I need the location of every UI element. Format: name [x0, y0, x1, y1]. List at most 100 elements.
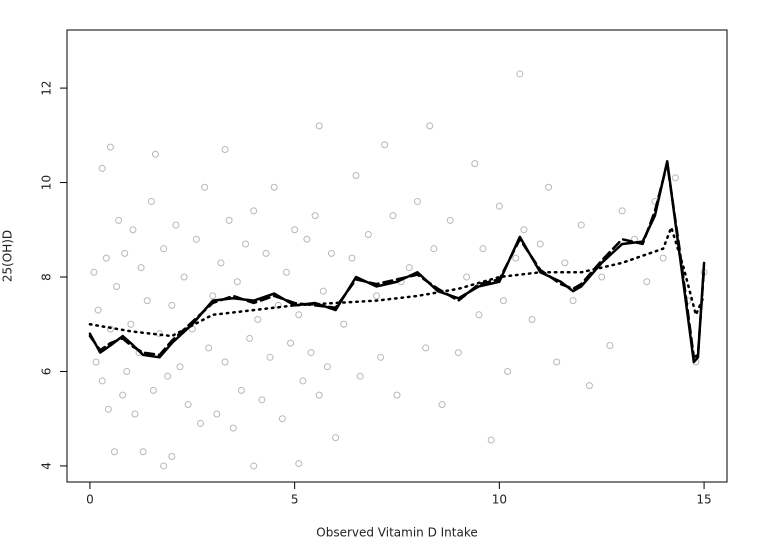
data-point — [340, 320, 348, 328]
data-point — [205, 344, 213, 352]
data-point — [643, 278, 651, 286]
data-point — [98, 377, 106, 385]
data-point — [332, 434, 340, 442]
data-point — [299, 377, 307, 385]
data-point — [454, 349, 462, 357]
data-point — [569, 297, 577, 305]
data-point — [381, 141, 389, 149]
data-point — [295, 460, 303, 468]
data-point — [471, 160, 479, 168]
data-point — [262, 249, 270, 257]
data-point — [364, 231, 372, 239]
data-point — [278, 415, 286, 423]
data-point — [319, 287, 327, 295]
data-point — [307, 349, 315, 357]
data-point — [598, 273, 606, 281]
data-point — [201, 183, 209, 191]
data-point — [102, 254, 110, 262]
data-point — [561, 259, 569, 267]
data-point — [295, 311, 303, 319]
y-tick-label: 12 — [40, 80, 54, 95]
data-point — [389, 212, 397, 220]
data-point — [119, 391, 127, 399]
data-point — [671, 174, 679, 182]
data-point — [282, 268, 290, 276]
data-point — [213, 410, 221, 418]
data-point — [184, 401, 192, 409]
data-point — [192, 235, 200, 243]
data-point — [127, 320, 135, 328]
data-point — [499, 297, 507, 305]
data-point — [115, 216, 123, 224]
x-tick-label: 5 — [291, 493, 299, 507]
data-point — [106, 325, 114, 333]
x-tick-label: 0 — [86, 493, 94, 507]
data-point — [430, 245, 438, 253]
data-point — [254, 316, 262, 324]
data-point — [113, 282, 121, 290]
data-point — [377, 353, 385, 361]
data-point — [176, 363, 184, 371]
data-point — [504, 367, 512, 375]
data-point — [242, 240, 250, 248]
data-point — [196, 419, 204, 427]
data-point — [463, 273, 471, 281]
data-point — [373, 292, 381, 300]
data-point — [160, 462, 168, 470]
data-point — [104, 405, 112, 413]
data-point — [129, 226, 137, 234]
data-point — [250, 462, 258, 470]
x-tick-label: 10 — [492, 493, 507, 507]
data-point — [266, 353, 274, 361]
data-point — [479, 245, 487, 253]
data-point — [413, 197, 421, 205]
plot-frame — [66, 29, 728, 483]
data-point — [422, 344, 430, 352]
data-point — [131, 410, 139, 418]
data-point — [172, 221, 180, 229]
data-point — [137, 264, 145, 272]
data-point — [659, 254, 667, 262]
data-point — [180, 273, 188, 281]
data-point — [217, 259, 225, 267]
data-point — [151, 150, 159, 158]
data-point — [487, 436, 495, 444]
smooth-line — [88, 226, 706, 338]
data-point — [258, 396, 266, 404]
data-point — [246, 334, 254, 342]
data-point — [287, 339, 295, 347]
data-point — [446, 216, 454, 224]
data-point — [209, 292, 217, 300]
data-point — [393, 391, 401, 399]
data-point — [149, 386, 157, 394]
data-point — [438, 401, 446, 409]
data-point — [233, 278, 241, 286]
data-point — [164, 372, 172, 380]
data-point — [577, 221, 585, 229]
y-tick-label: 4 — [40, 462, 54, 470]
data-point — [143, 297, 151, 305]
data-point — [147, 197, 155, 205]
data-point — [139, 448, 147, 456]
data-point — [168, 301, 176, 309]
y-tick-label: 10 — [40, 175, 54, 190]
data-point — [606, 342, 614, 350]
data-point — [250, 207, 258, 215]
data-point — [544, 183, 552, 191]
data-point — [291, 226, 299, 234]
data-point — [405, 264, 413, 272]
x-axis-label: Observed Vitamin D Intake — [316, 526, 478, 540]
data-point — [495, 202, 503, 210]
data-point — [311, 212, 319, 220]
data-point — [475, 311, 483, 319]
data-point — [536, 240, 544, 248]
data-point — [315, 391, 323, 399]
data-point — [110, 448, 118, 456]
data-point — [270, 183, 278, 191]
data-point — [221, 145, 229, 153]
data-point — [528, 316, 536, 324]
x-tick-label: 15 — [696, 493, 711, 507]
data-point — [520, 226, 528, 234]
